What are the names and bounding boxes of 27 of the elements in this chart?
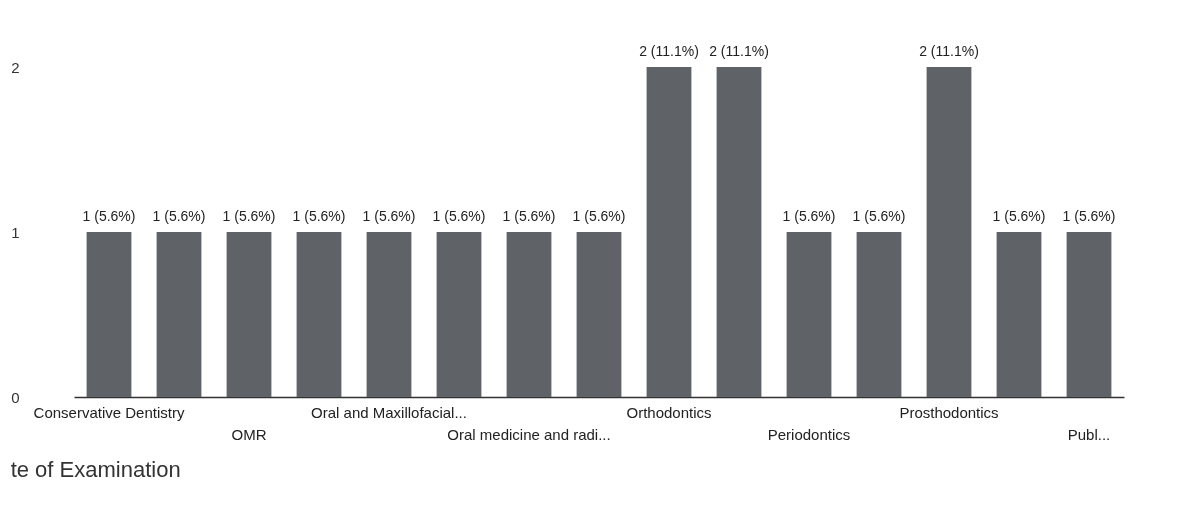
data-label: 1 (5.6%) [572,208,626,224]
data-label: 1 (5.6%) [292,208,346,224]
y-tick-label: 2 [11,58,20,76]
y-tick-label: 1 [11,223,20,241]
x-tick-label: Publ... [1067,425,1111,443]
data-label: 2 (11.1%) [639,43,699,59]
data-label: 2 (11.1%) [709,43,769,59]
y-tick-label: 0 [11,388,20,406]
data-label: 1 (5.6%) [362,208,416,224]
x-tick-label: Oral medicine and radi... [447,425,611,443]
data-label: 2 (11.1%) [919,43,979,59]
data-label: 1 (5.6%) [82,208,136,224]
x-tick-label: OMR [231,425,267,443]
x-tick-label: Orthodontics [626,403,712,421]
x-tick-label: Oral and Maxillofacial... [311,403,467,421]
x-tick-label: Conservative Dentistry [33,403,185,421]
data-label: 1 (5.6%) [432,208,486,224]
data-label: 1 (5.6%) [222,208,276,224]
data-label: 1 (5.6%) [1062,208,1116,224]
data-label: 1 (5.6%) [782,208,836,224]
text: te of Examination [10,457,181,482]
data-label: 1 (5.6%) [152,208,206,224]
x-tick-label: Prosthodontics [899,403,999,421]
data-label: 1 (5.6%) [502,208,556,224]
data-label: 1 (5.6%) [852,208,906,224]
x-tick-label: Periodontics [767,425,851,443]
data-label: 1 (5.6%) [992,208,1046,224]
